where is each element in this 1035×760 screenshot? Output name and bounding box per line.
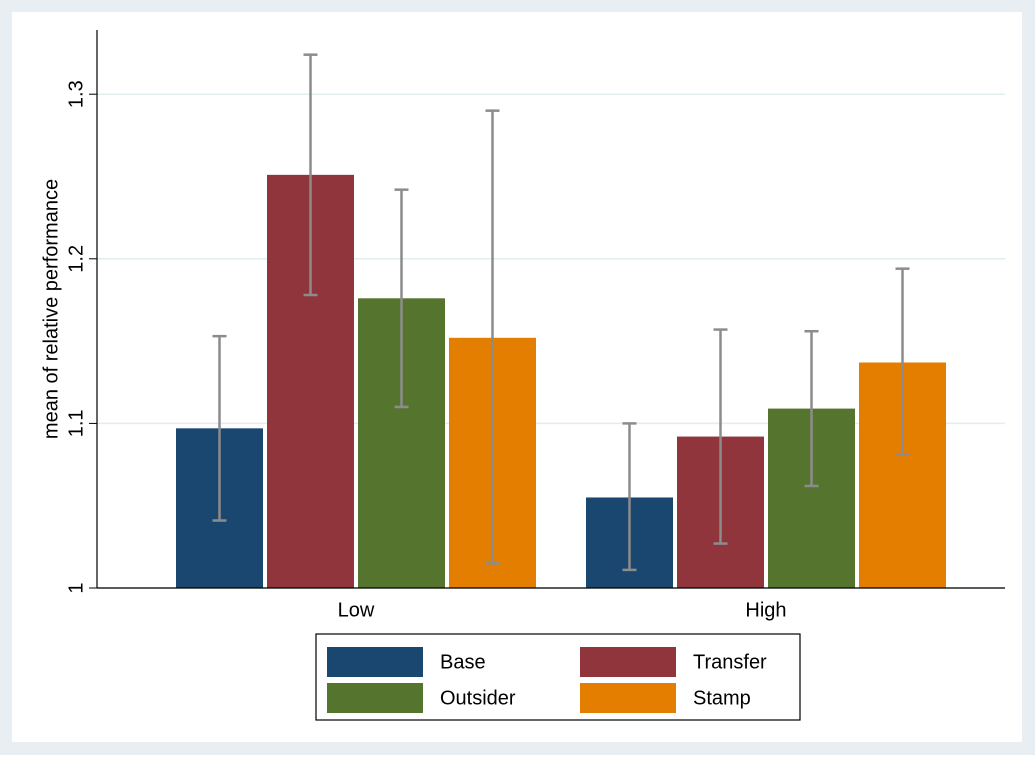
- y-tick-label: 1.1: [65, 409, 87, 437]
- legend-label: Stamp: [693, 687, 751, 709]
- legend-swatch: [327, 647, 423, 677]
- y-tick-label: 1.3: [65, 80, 87, 108]
- legend-label: Transfer: [693, 651, 767, 673]
- legend-swatch: [327, 683, 423, 713]
- x-tick-label: High: [745, 599, 786, 621]
- x-tick-label: Low: [338, 599, 375, 621]
- y-tick-label: 1.2: [65, 245, 87, 273]
- legend-label: Outsider: [440, 687, 516, 709]
- legend-label: Base: [440, 651, 486, 673]
- legend-swatch: [580, 647, 676, 677]
- y-tick-label: 1: [65, 582, 87, 593]
- legend-swatch: [580, 683, 676, 713]
- y-axis-label: mean of relative performance: [40, 179, 62, 439]
